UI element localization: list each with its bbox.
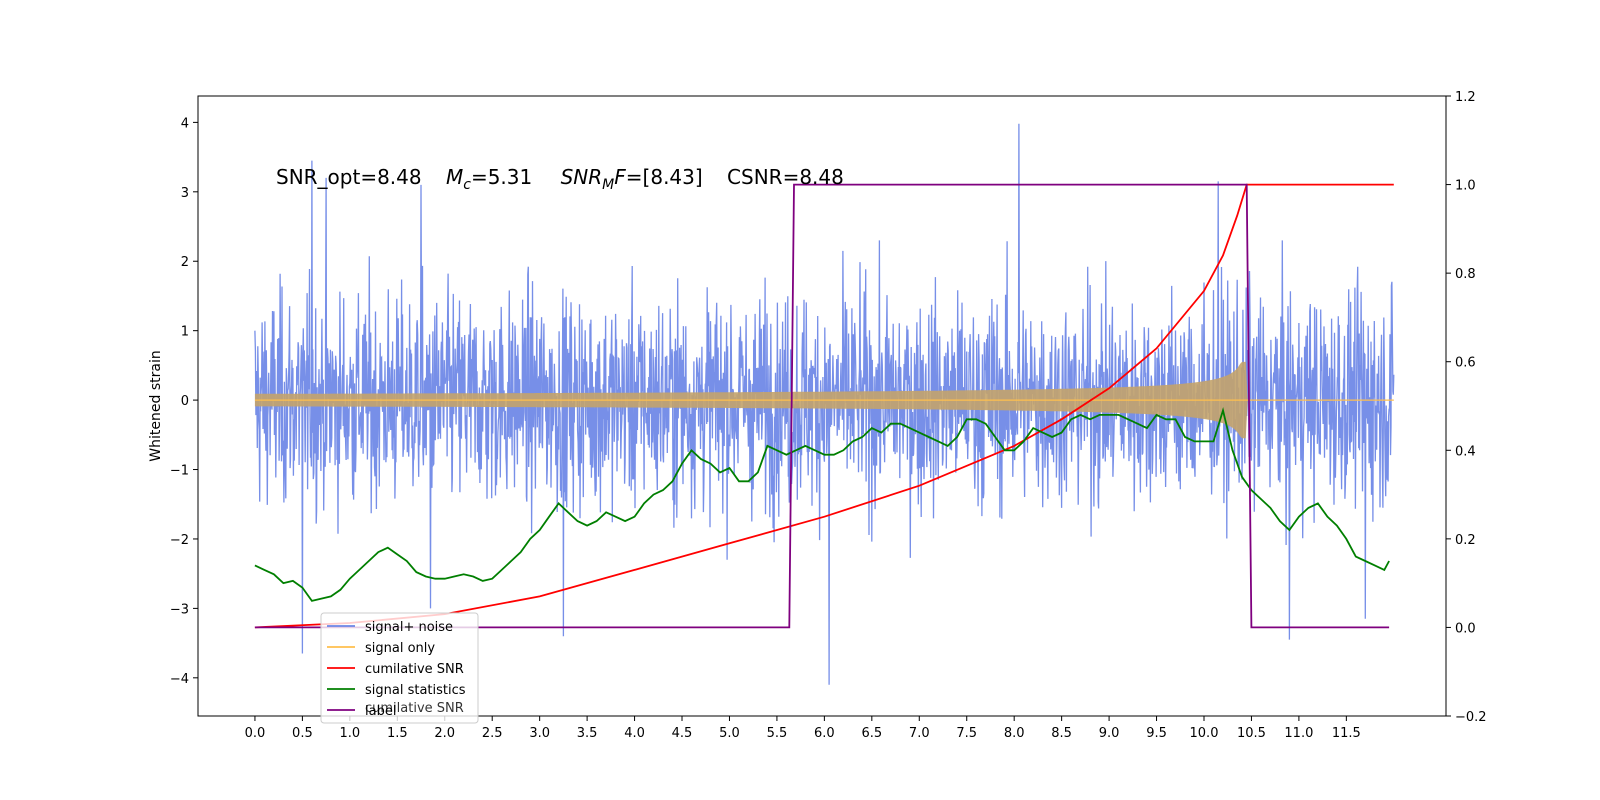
legend: cumilative SNR signal+ noise signal only c… xyxy=(320,612,479,724)
x-tick-label: 1.0 xyxy=(340,726,361,741)
plot-data-layer xyxy=(254,123,1395,685)
y-right-tick-label: 0.8 xyxy=(1455,267,1476,282)
y-left-tick-label: −4 xyxy=(170,672,189,687)
y-right-tick-label: 0.6 xyxy=(1455,356,1476,371)
annotation-snr-opt: SNR_opt=8.48 xyxy=(276,165,422,189)
x-tick-label: 10.5 xyxy=(1237,726,1266,741)
series-signal-noise-line xyxy=(254,123,1395,685)
x-tick-label: 0.5 xyxy=(292,726,313,741)
series-signal-statistics-line xyxy=(254,406,1390,602)
annotation-snrmf-symbol: SNR xyxy=(561,165,603,189)
annotation-csnr: CSNR=8.48 xyxy=(727,165,844,189)
annotation-snrmf-tail: F xyxy=(614,165,626,189)
x-tick-label: 9.0 xyxy=(1099,726,1120,741)
x-tick-label: 6.0 xyxy=(814,726,835,741)
legend-label: label xyxy=(365,704,396,719)
x-tick-label: 5.5 xyxy=(767,726,788,741)
x-tick-label: 11.0 xyxy=(1284,726,1313,741)
y-right-tick-label: 0.2 xyxy=(1455,533,1476,548)
y-left-tick-label: 1 xyxy=(181,325,189,340)
annotation-mc-symbol: M xyxy=(446,165,463,189)
series-label-line xyxy=(254,183,1390,629)
legend-label: signal statistics xyxy=(365,683,466,698)
x-tick-label: 9.5 xyxy=(1146,726,1167,741)
x-tick-label: 7.0 xyxy=(909,726,930,741)
plot-area-frame xyxy=(197,95,1447,717)
y-right-tick-label: 1.0 xyxy=(1455,179,1476,194)
annotation-mc-value: =5.31 xyxy=(471,165,532,189)
y-left-tick-label: 3 xyxy=(181,186,189,201)
y-axis-right: −0.2 0.0 0.2 0.4 0.6 0.8 1.0 1.2 xyxy=(1446,90,1487,725)
annotation-snrmf-value: =[8.43] xyxy=(626,165,703,189)
x-axis: 0.0 0.5 1.0 1.5 2.0 2.5 3.0 3.5 4.0 4.5 5.0 5.5 6.0 6… xyxy=(245,716,1361,741)
x-tick-label: 8.0 xyxy=(1004,726,1025,741)
annotation-snrmf-subscript: M xyxy=(602,177,614,193)
y-axis-left-label: Whitened strain xyxy=(148,350,164,461)
y-left-tick-label: −1 xyxy=(170,464,189,479)
x-tick-label: 10.0 xyxy=(1190,726,1219,741)
x-tick-label: 5.0 xyxy=(719,726,740,741)
x-tick-label: 11.5 xyxy=(1332,726,1361,741)
y-right-tick-label: −0.2 xyxy=(1455,710,1487,725)
y-left-tick-label: 0 xyxy=(181,394,189,409)
y-left-tick-label: 2 xyxy=(181,255,189,270)
x-tick-label: 3.5 xyxy=(577,726,598,741)
chart-annotation: SNR_opt=8.48 Mc=5.31 SNRMF=[8.43] CSNR=8… xyxy=(276,165,844,193)
legend-label: signal only xyxy=(365,641,435,656)
x-tick-label: 8.5 xyxy=(1051,726,1072,741)
x-tick-label: 3.0 xyxy=(529,726,550,741)
x-tick-label: 6.5 xyxy=(861,726,882,741)
x-tick-label: 1.5 xyxy=(387,726,408,741)
x-tick-label: 2.5 xyxy=(482,726,503,741)
annotation-mc-subscript: c xyxy=(463,177,471,193)
y-right-tick-label: 1.2 xyxy=(1455,90,1476,105)
x-tick-label: 4.0 xyxy=(624,726,645,741)
legend-label: cumilative SNR xyxy=(365,662,464,677)
legend-label: signal+ noise xyxy=(365,620,453,635)
y-left-tick-label: −2 xyxy=(170,533,189,548)
y-left-tick-label: −3 xyxy=(170,602,189,617)
x-tick-label: 4.5 xyxy=(672,726,693,741)
y-right-tick-label: 0.4 xyxy=(1455,444,1476,459)
x-tick-label: 2.0 xyxy=(434,726,455,741)
y-right-tick-label: 0.0 xyxy=(1455,621,1476,636)
legend-box xyxy=(320,612,479,724)
y-axis-left: −4 −3 −2 −1 0 1 2 3 4 xyxy=(170,116,198,687)
x-tick-label: 0.0 xyxy=(245,726,266,741)
y-left-tick-label: 4 xyxy=(181,116,189,131)
x-tick-label: 7.5 xyxy=(956,726,977,741)
legend-ghost-text: cumilative SNR xyxy=(365,701,464,716)
series-cumulative-snr-line xyxy=(254,183,1394,629)
